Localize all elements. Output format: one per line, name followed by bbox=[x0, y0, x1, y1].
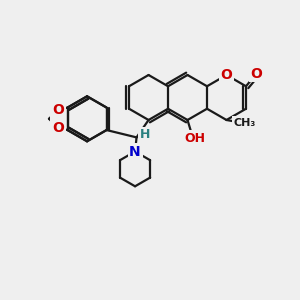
Text: O: O bbox=[52, 103, 64, 117]
Text: OH: OH bbox=[184, 131, 206, 145]
Text: H: H bbox=[140, 128, 150, 142]
Text: O: O bbox=[250, 67, 262, 81]
Text: CH₃: CH₃ bbox=[234, 118, 256, 128]
Text: O: O bbox=[52, 121, 64, 135]
Text: N: N bbox=[129, 145, 141, 158]
Text: O: O bbox=[220, 68, 232, 82]
